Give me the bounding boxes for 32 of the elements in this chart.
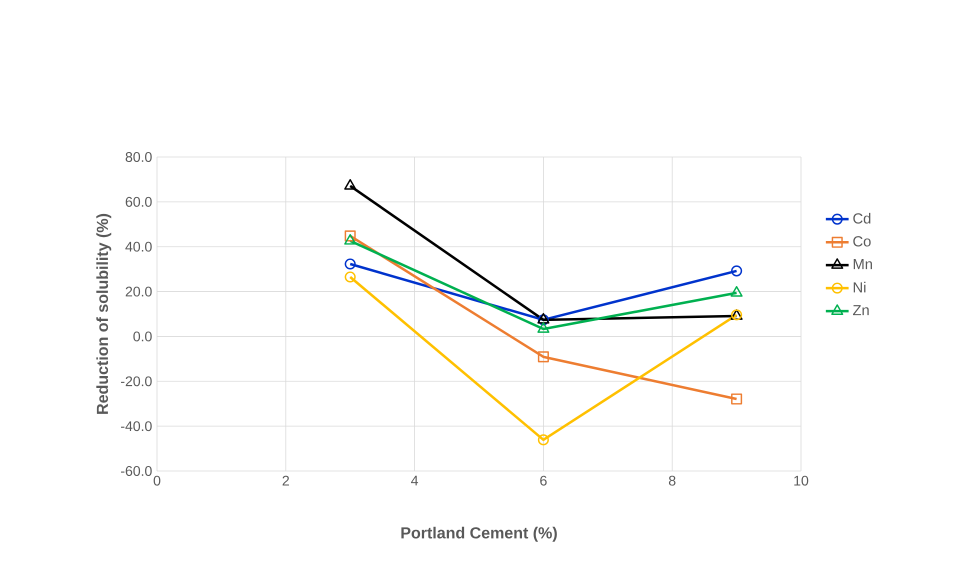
x-axis-title: Portland Cement (%) [401,526,557,542]
point [538,351,549,362]
x-tick-label: 10 [794,476,808,486]
point [344,258,356,270]
x-tick-label: 4 [411,476,418,486]
point [730,286,743,297]
point [537,322,550,333]
point [344,271,356,283]
legend-label: Ni [854,282,866,292]
x-tick-label: 6 [540,476,547,486]
legend-label: Mn [854,259,872,270]
y-tick-label: 60.0 [126,196,152,207]
point [731,393,742,405]
x-tick-label: 8 [668,476,676,486]
legend-label: Zn [853,305,869,316]
point [344,230,356,242]
point [344,234,356,245]
y-tick-label: 0.0 [133,331,152,342]
y-tick-label: -40.0 [121,421,152,432]
y-tick-label: 20.0 [126,286,152,297]
x-tick-label: 0 [154,476,160,486]
legend-label: Cd [853,212,870,224]
y-axis-title: Reduction of solubility (%) [96,214,112,414]
y-tick-label: -60.0 [121,466,152,476]
point [538,434,549,446]
y-tick-label: -20.0 [121,376,152,386]
point [731,265,742,276]
legend-label: Co [853,236,871,247]
y-tick-label: 80.0 [126,152,152,162]
x-tick-label: 2 [282,476,289,486]
y-tick-label: 40.0 [125,242,152,252]
point [344,179,356,190]
